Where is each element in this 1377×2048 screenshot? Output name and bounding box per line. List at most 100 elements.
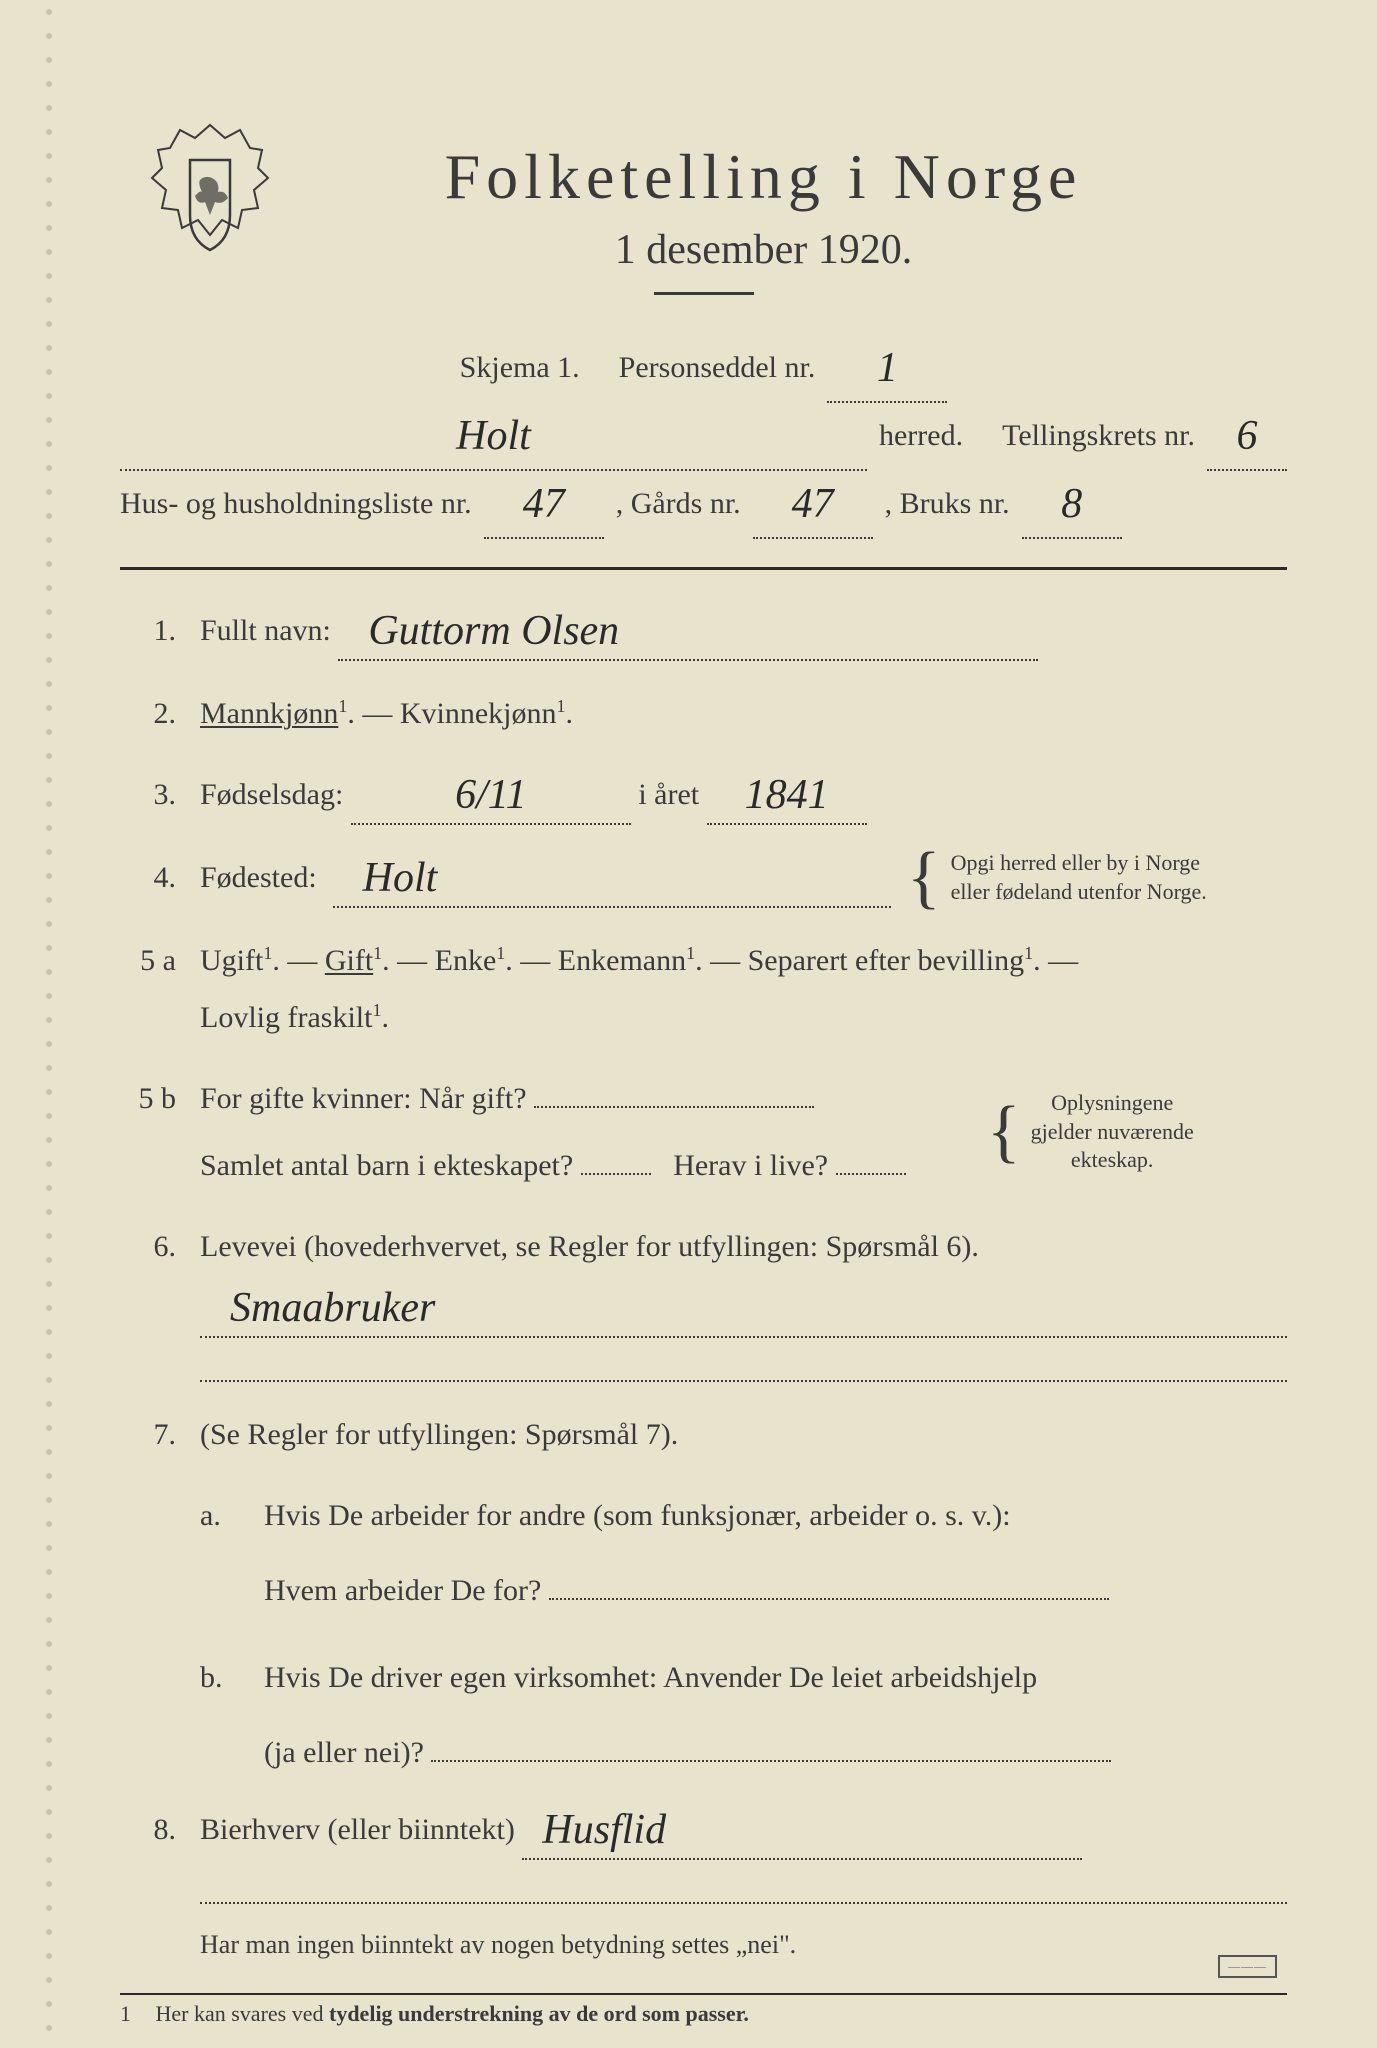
herred-label: herred. xyxy=(879,403,963,469)
q5a-enke: Enke xyxy=(435,944,497,977)
meta-row-skjema: Skjema 1. Personseddel nr. 1 xyxy=(120,335,1287,403)
form-subtitle: 1 desember 1920. xyxy=(240,226,1287,274)
question-5b: 5 b For gifte kvinner: Når gift? Samlet … xyxy=(120,1070,1287,1194)
footnote-num: 1 xyxy=(120,2001,150,2027)
q5b-num: 5 b xyxy=(120,1070,176,1127)
q3-day-field: 6/11 xyxy=(351,766,631,825)
herred-name: Holt xyxy=(456,415,531,457)
q5b-field1 xyxy=(534,1106,814,1108)
section-divider xyxy=(120,567,1287,570)
question-1: 1. Fullt navn: Guttorm Olsen xyxy=(120,602,1287,661)
q6-field-2 xyxy=(200,1342,1287,1382)
q1-field: Guttorm Olsen xyxy=(338,602,1038,661)
q5b-note-l1: Oplysningene xyxy=(1031,1089,1194,1118)
q4-note-l1: Opgi herred eller by i Norge xyxy=(951,849,1207,878)
q8-num: 8. xyxy=(120,1801,176,1858)
q4-num: 4. xyxy=(120,849,176,906)
q8-hint: Har man ingen biinntekt av nogen betydni… xyxy=(200,1920,1287,1969)
q3-day: 6/11 xyxy=(455,774,527,816)
q5b-label1: For gifte kvinner: Når gift? xyxy=(200,1082,527,1115)
bruks-label: , Bruks nr. xyxy=(885,471,1010,537)
q5b-field3 xyxy=(836,1173,906,1175)
q7a-l2: Hvem arbeider De for? xyxy=(264,1574,541,1607)
q7a-l1: Hvis De arbeider for andre (som funksjon… xyxy=(264,1487,1287,1544)
q5b-field2 xyxy=(581,1173,651,1175)
q1-value: Guttorm Olsen xyxy=(368,610,619,652)
personseddel-nr: 1 xyxy=(877,347,898,389)
q6-num: 6. xyxy=(120,1218,176,1275)
q5a-separert: Separert efter bevilling xyxy=(748,944,1025,977)
footnote: 1 Her kan svares ved tydelig understrekn… xyxy=(120,1993,1287,2027)
question-2: 2. Mannkjønn1. — Kvinnekjønn1. xyxy=(120,685,1287,742)
q7a-field xyxy=(549,1598,1109,1600)
q5b-note: { Oplysningene gjelder nuværende ekteska… xyxy=(987,1070,1287,1194)
q5b-note-l3: ekteskap. xyxy=(1031,1146,1194,1175)
question-5a: 5 a Ugift1. — Gift1. — Enke1. — Enkemann… xyxy=(120,932,1287,1046)
q2-num: 2. xyxy=(120,685,176,742)
q8-label: Bierhverv (eller biinntekt) xyxy=(200,1813,515,1846)
meta-row-husliste: Hus- og husholdningsliste nr. 47 , Gårds… xyxy=(120,471,1287,539)
q3-year-field: 1841 xyxy=(707,766,867,825)
personseddel-nr-field: 1 xyxy=(827,335,947,403)
q3-label: Fødselsdag: xyxy=(200,778,343,811)
gards-label: , Gårds nr. xyxy=(616,471,741,537)
bruks-nr-field: 8 xyxy=(1022,471,1122,539)
q5b-label3: Herav i live? xyxy=(673,1149,828,1182)
q2-kvinne: Kvinnekjønn xyxy=(400,697,557,730)
bruks-nr: 8 xyxy=(1061,483,1082,525)
q7b-l2: (ja eller nei)? xyxy=(264,1736,424,1769)
q5a-enkemann: Enkemann xyxy=(558,944,686,977)
q4-label: Fødested: xyxy=(200,849,317,906)
form-header: Folketelling i Norge 1 desember 1920. xyxy=(120,140,1287,295)
q8-field: Husflid xyxy=(522,1801,1082,1860)
herred-name-field: Holt xyxy=(120,403,867,471)
q3-year-label: i året xyxy=(638,778,699,811)
q2-dash: — xyxy=(362,697,400,730)
q7-num: 7. xyxy=(120,1406,176,1463)
q3-year: 1841 xyxy=(745,774,829,816)
question-6: 6. Levevei (hovederhvervet, se Regler fo… xyxy=(120,1218,1287,1382)
q4-note: { Opgi herred eller by i Norge eller fød… xyxy=(907,849,1287,906)
form-meta: Skjema 1. Personseddel nr. 1 Holt herred… xyxy=(120,335,1287,539)
q4-note-l2: eller fødeland utenfor Norge. xyxy=(951,878,1207,907)
question-4: 4. Fødested: Holt { Opgi herred eller by… xyxy=(120,849,1287,908)
q2-sup1: 1 xyxy=(338,696,347,716)
question-list: 1. Fullt navn: Guttorm Olsen 2. Mannkjøn… xyxy=(120,602,1287,1969)
q7a-num: a. xyxy=(200,1487,240,1619)
q6-value: Smaabruker xyxy=(230,1287,435,1329)
q1-num: 1. xyxy=(120,602,176,659)
husliste-nr: 47 xyxy=(523,483,565,525)
q5a-num: 5 a xyxy=(120,932,176,989)
q2-mann: Mannkjønn xyxy=(200,697,338,730)
q5a-ugift: Ugift xyxy=(200,944,263,977)
husliste-label: Hus- og husholdningsliste nr. xyxy=(120,471,472,537)
q6-field: Smaabruker xyxy=(200,1279,1287,1338)
q5b-label2: Samlet antal barn i ekteskapet? xyxy=(200,1149,573,1182)
question-7b: b. Hvis De driver egen virksomhet: Anven… xyxy=(200,1649,1287,1781)
tellingskrets-label: Tellingskrets nr. xyxy=(1002,403,1195,469)
coat-of-arms-icon xyxy=(150,120,270,270)
skjema-label: Skjema 1. xyxy=(460,335,580,401)
q5b-note-l2: gjelder nuværende xyxy=(1031,1118,1194,1147)
tellingskrets-nr: 6 xyxy=(1237,415,1258,457)
q4-field: Holt xyxy=(333,849,891,908)
brace-icon: { xyxy=(987,1104,1021,1160)
q6-label: Levevei (hovederhvervet, se Regler for u… xyxy=(200,1218,1287,1275)
q7b-l1: Hvis De driver egen virksomhet: Anvender… xyxy=(264,1649,1287,1706)
meta-row-herred: Holt herred. Tellingskrets nr. 6 xyxy=(120,403,1287,471)
printer-stamp: ——— xyxy=(1218,1955,1277,1978)
q4-value: Holt xyxy=(363,857,438,899)
question-3: 3. Fødselsdag: 6/11 i året 1841 xyxy=(120,766,1287,825)
q5a-lovlig: Lovlig fraskilt xyxy=(200,1001,372,1034)
q1-label: Fullt navn: xyxy=(200,614,331,647)
title-divider xyxy=(654,292,754,295)
q7b-num: b. xyxy=(200,1649,240,1781)
brace-icon: { xyxy=(907,850,941,906)
tellingskrets-nr-field: 6 xyxy=(1207,403,1287,471)
q3-num: 3. xyxy=(120,766,176,823)
husliste-nr-field: 47 xyxy=(484,471,604,539)
q5a-gift: Gift xyxy=(325,944,373,977)
gards-nr-field: 47 xyxy=(753,471,873,539)
q7-label: (Se Regler for utfyllingen: Spørsmål 7). xyxy=(200,1406,1287,1463)
q8-field-2 xyxy=(200,1864,1287,1904)
